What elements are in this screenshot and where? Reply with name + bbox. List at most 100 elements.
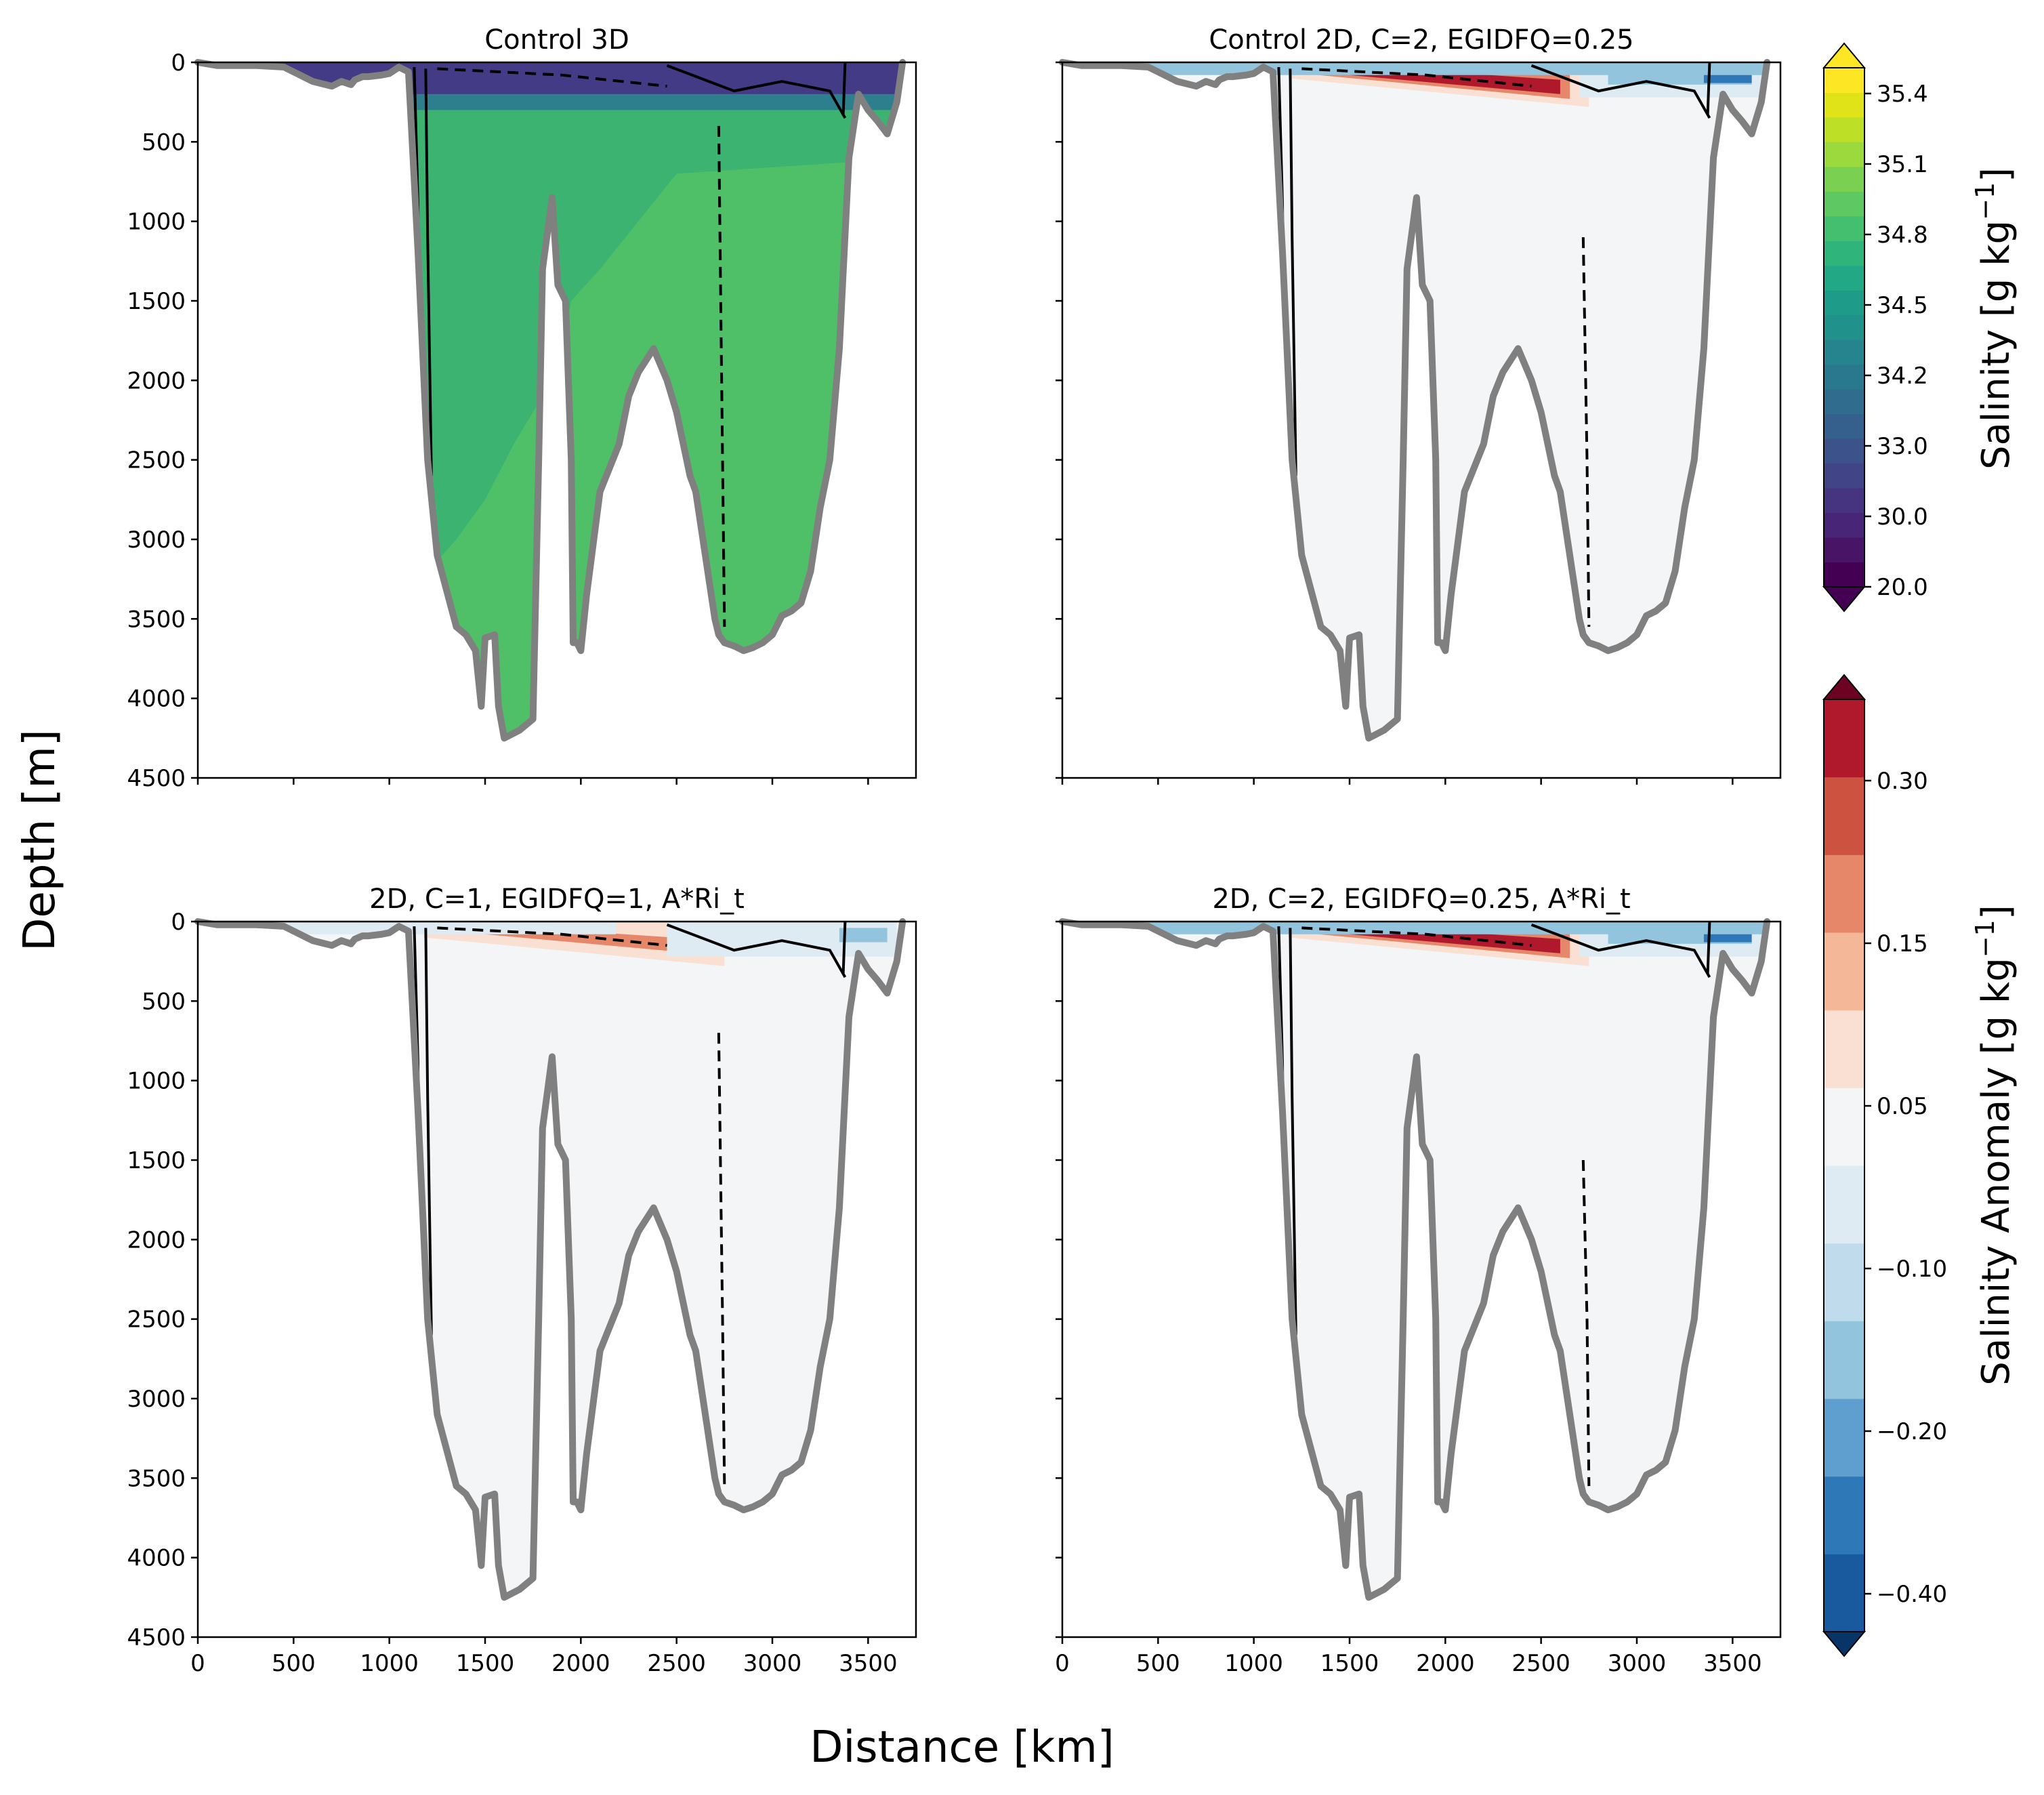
- salinity-anomaly-colorbar-label-text: Salinity Anomaly [g kg: [1974, 957, 2018, 1386]
- western-front-contour-2: [1289, 928, 1297, 1336]
- colorbar-segment: [1824, 339, 1864, 365]
- colorbar-tick-label: 34.2: [1877, 363, 1928, 390]
- western-front-contour-2: [424, 928, 433, 1336]
- colorbar-segment: [1824, 1321, 1864, 1399]
- y-tick-label: 3000: [127, 1386, 186, 1413]
- eastern-contour: [666, 64, 847, 119]
- colorbar-segment: [1824, 92, 1864, 118]
- salinity-colorbar-unit-close: ]: [1974, 167, 2018, 182]
- axes-frame: [196, 61, 917, 779]
- x-tick-label: 3500: [1703, 1650, 1762, 1677]
- y-axis-label: Depth [m]: [15, 729, 65, 951]
- colorbar-segment: [1824, 290, 1864, 316]
- colorbar-tick-label: 35.4: [1877, 81, 1928, 108]
- dashed-deep-contour: [1581, 1159, 1591, 1487]
- colorbar-segment: [1824, 854, 1864, 933]
- y-tick-label: 3500: [127, 606, 186, 633]
- x-tick-label: 2500: [1511, 1650, 1570, 1677]
- bathymetry-line: [1059, 59, 1771, 742]
- bathymetry-line: [194, 59, 906, 742]
- colorbar-frame: [1823, 699, 1865, 1632]
- colorbar-extend-low: [1822, 1631, 1866, 1657]
- y-tick-label: 500: [142, 988, 186, 1015]
- colorbar-segment: [1824, 215, 1864, 241]
- colorbar-extend-high: [1822, 42, 1866, 68]
- colorbar-segment: [1824, 191, 1864, 217]
- colorbar-segment: [1824, 241, 1864, 266]
- colorbar-segment: [1824, 777, 1864, 855]
- salinity-colorbar-unit-exponent: −1: [1970, 182, 2000, 220]
- x-tick-label: 1000: [1224, 1650, 1283, 1677]
- bathymetry-line: [1059, 918, 1771, 1601]
- colorbar-segment: [1824, 512, 1864, 538]
- dashed-surface-contour: [437, 926, 667, 947]
- x-tick-label: 3000: [743, 1650, 802, 1677]
- eastern-front-contour: [1706, 922, 1711, 974]
- colorbar-segment: [1824, 1554, 1864, 1632]
- eastern-contour: [1530, 64, 1711, 119]
- colorbar-tick-label: 33.0: [1877, 433, 1928, 460]
- colorbar-segment: [1824, 1476, 1864, 1554]
- x-tick-label: 2000: [1416, 1650, 1475, 1677]
- colorbar-segment: [1824, 1243, 1864, 1321]
- colorbar-segment: [1824, 1088, 1864, 1166]
- x-axis-label: Distance [km]: [810, 1722, 1114, 1773]
- y-tick-label: 1500: [127, 288, 186, 315]
- anomaly-background: [1062, 62, 1768, 739]
- colorbar-segment: [1824, 1010, 1864, 1088]
- y-tick-label: 2000: [127, 1226, 186, 1254]
- colorbar-segment: [1824, 117, 1864, 142]
- y-tick-label: 2000: [127, 367, 186, 394]
- y-tick-label: 4000: [127, 686, 186, 713]
- x-tick-label: 3000: [1608, 1650, 1667, 1677]
- colorbar-segment: [1824, 389, 1864, 415]
- y-tick-label: 4000: [127, 1545, 186, 1572]
- colorbar-segment: [1824, 1399, 1864, 1477]
- colorbar-segment: [1824, 932, 1864, 1011]
- colorbar-tick-label: −0.40: [1877, 1581, 1947, 1608]
- colorbar-segment: [1824, 537, 1864, 563]
- x-tick-label: 2000: [551, 1650, 610, 1677]
- y-tick-label: 3500: [127, 1465, 186, 1492]
- panel-3: 2D, C=1, EGIDFQ=1, A*Ri_t 0 500 1000 1500 200…: [127, 884, 917, 1677]
- colorbar-segment: [1824, 314, 1864, 340]
- colorbar-segment: [1824, 413, 1864, 439]
- colorbar-tick-label: −0.20: [1877, 1418, 1947, 1445]
- negative-anomaly-core: [839, 928, 888, 943]
- colorbar-segment: [1824, 265, 1864, 291]
- colorbar-segment: [1824, 68, 1864, 93]
- axes-frame: [196, 920, 917, 1638]
- colorbar-extend-high: [1822, 674, 1866, 700]
- colorbar-segment: [1824, 488, 1864, 514]
- panel-title: 2D, C=2, EGIDFQ=0.25, A*Ri_t: [1212, 884, 1630, 915]
- subsurface-layer: [370, 94, 903, 110]
- salinity-anomaly-colorbar-label: Salinity Anomaly [g kg−1]: [1970, 905, 2018, 1385]
- panel-2: Control 2D, C=2, EGIDFQ=0.25: [1056, 24, 1782, 785]
- salinity-anomaly-colorbar: 0.30 0.15 0.05 −0.10 −0.20 −0.40: [1822, 674, 1947, 1657]
- x-tick-label: 3500: [839, 1650, 898, 1677]
- colorbar-segment: [1824, 699, 1864, 778]
- colorbar-segment: [1824, 364, 1864, 390]
- anomaly-background: [198, 922, 903, 1598]
- eastern-front-contour: [1706, 62, 1711, 115]
- dashed-surface-contour: [1301, 926, 1532, 947]
- y-tick-label: 1000: [127, 209, 186, 236]
- shelf-anomaly: [1062, 62, 1768, 75]
- salinity-colorbar: 35.4 35.1 34.8 34.5 34.2 33.0 30.0 20.0: [1822, 42, 1928, 613]
- shelf-anomaly: [1062, 922, 1768, 934]
- salinity-colorbar-label-text: Salinity [g kg: [1974, 220, 2018, 470]
- colorbar-tick-label: 20.0: [1877, 574, 1928, 601]
- panel-title: Control 3D: [484, 24, 629, 56]
- colorbar-segment: [1824, 463, 1864, 489]
- colorbar-tick-label: 34.5: [1877, 292, 1928, 319]
- axes-frame: [1061, 61, 1782, 779]
- bathymetry-line: [194, 918, 906, 1601]
- x-tick-label: 1500: [456, 1650, 515, 1677]
- y-tick-label: 2500: [127, 447, 186, 474]
- anomaly-background: [1062, 922, 1768, 1598]
- y-tick-label: 500: [142, 129, 186, 156]
- colorbar-tick-label: 0.05: [1877, 1093, 1928, 1120]
- axes-frame: [1061, 920, 1782, 1638]
- y-tick-label: 0: [171, 909, 186, 936]
